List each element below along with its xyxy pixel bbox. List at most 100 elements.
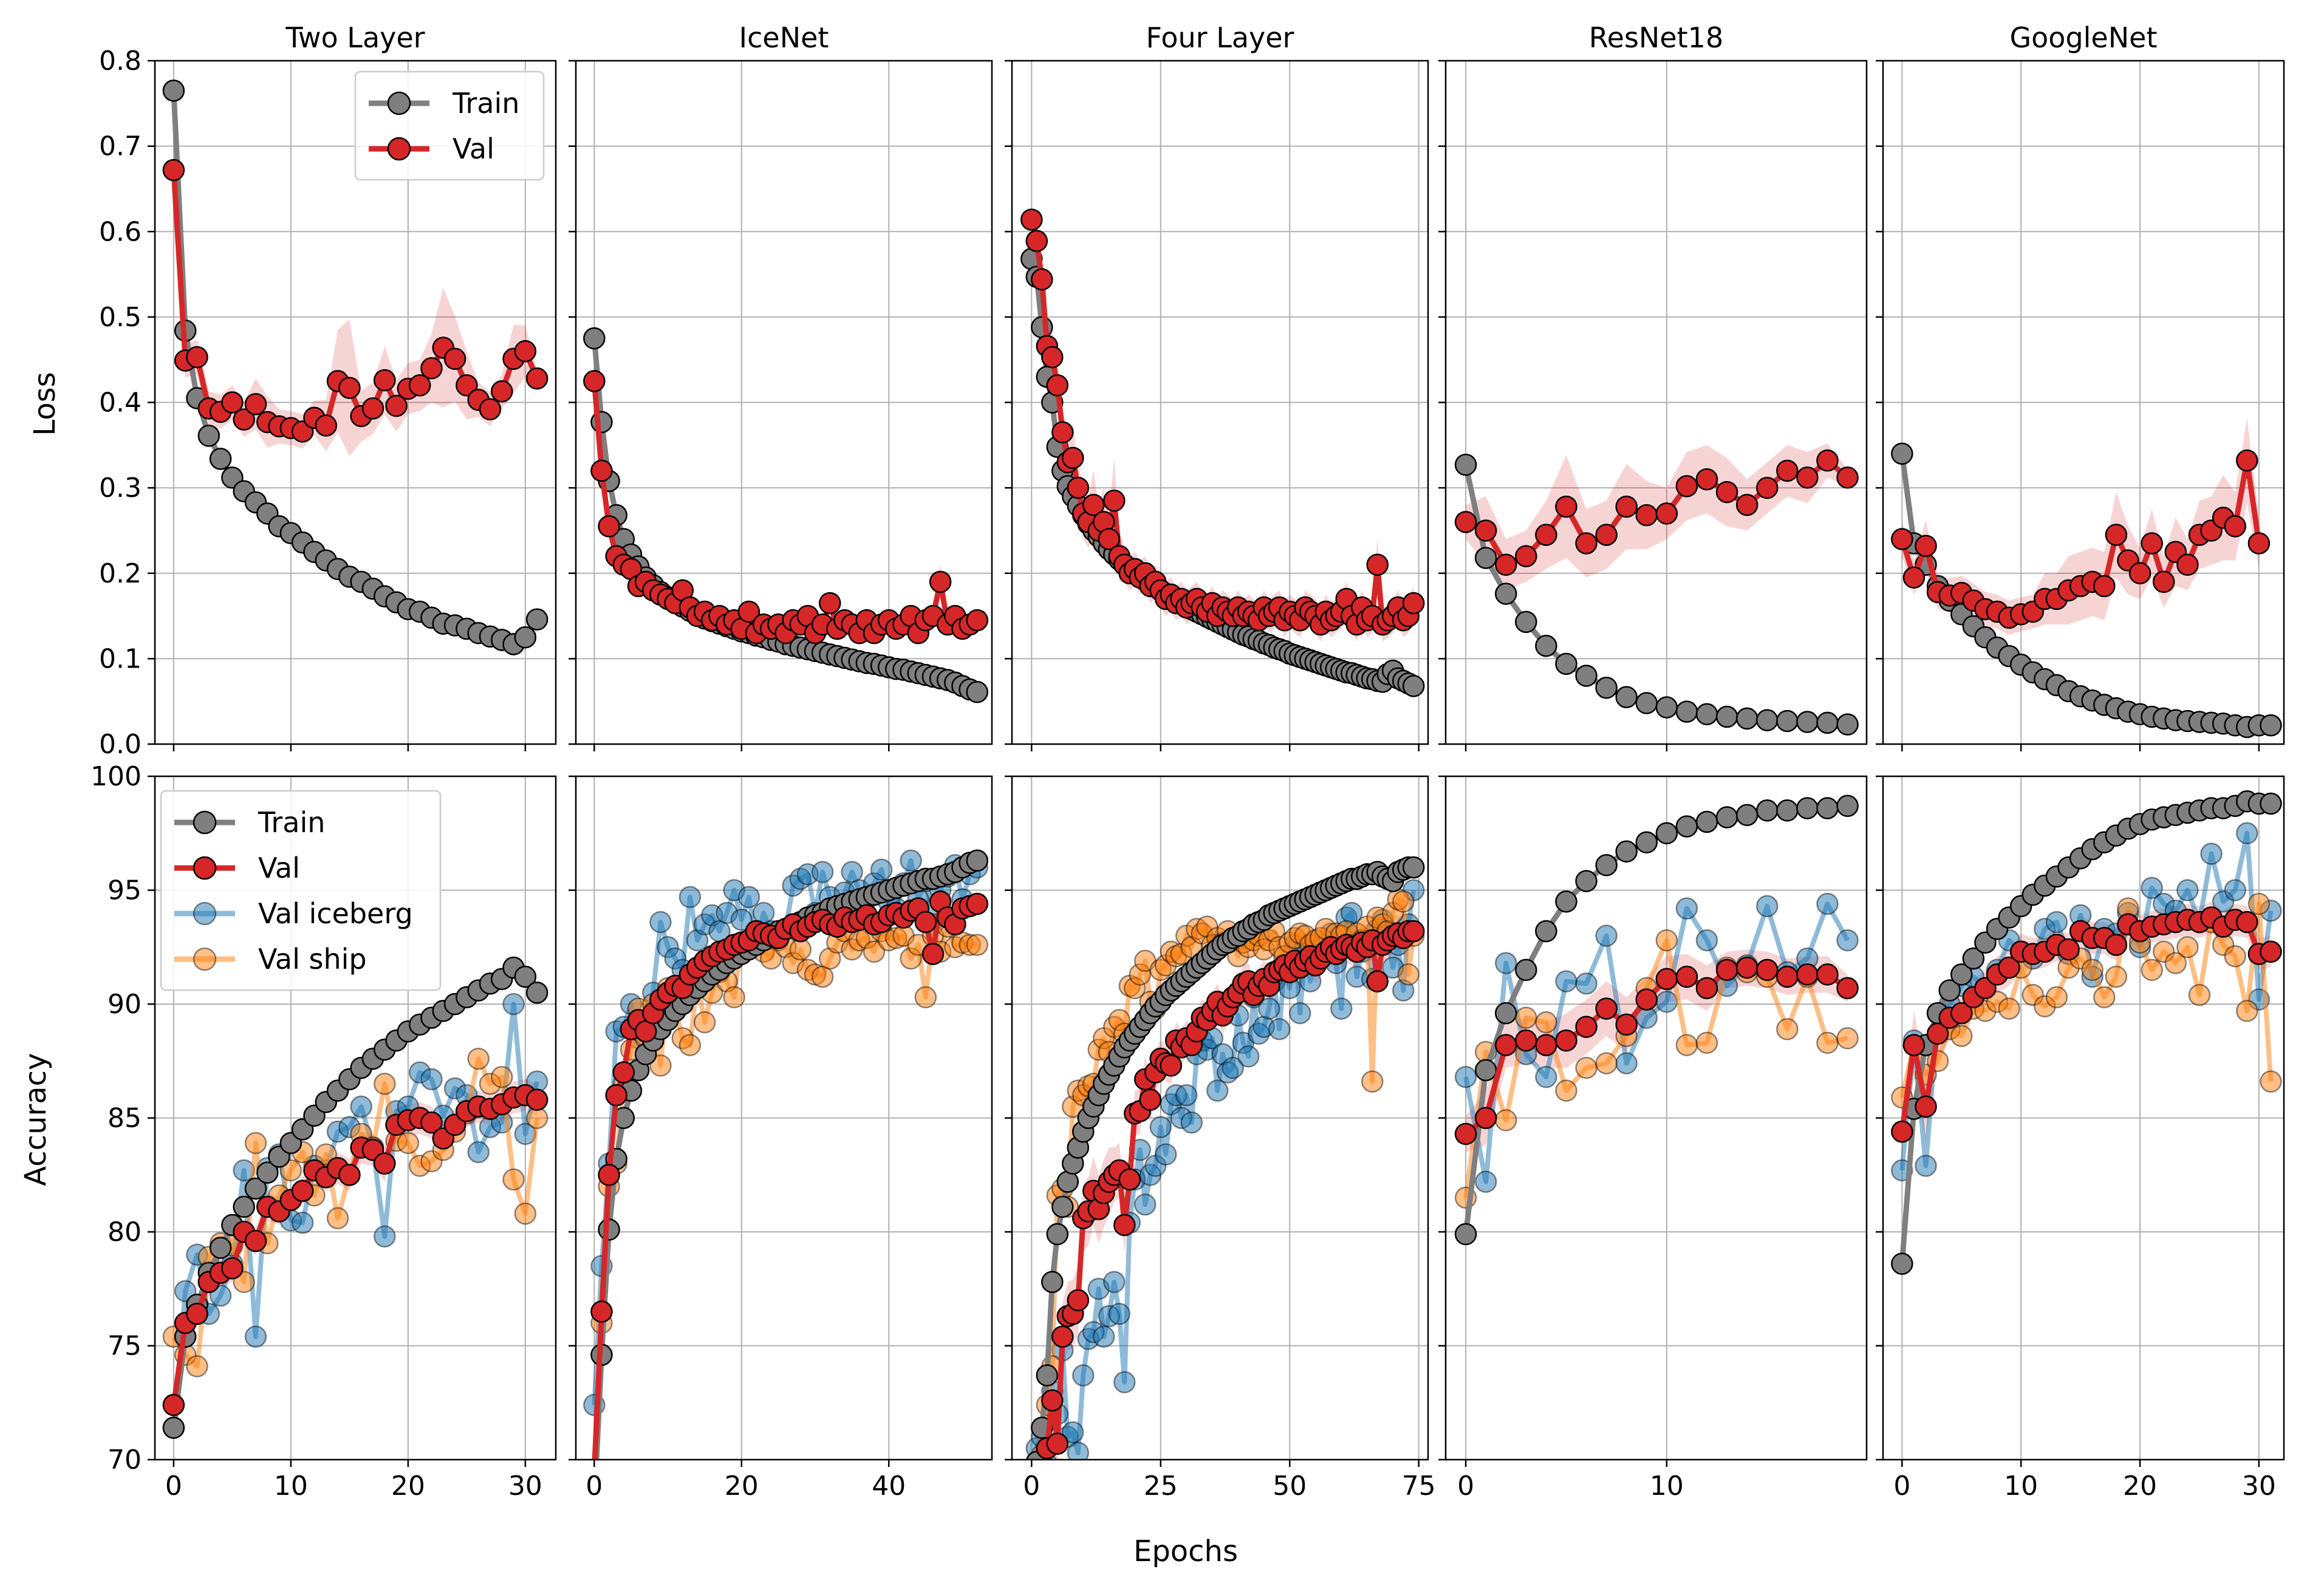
point-train <box>1615 686 1638 708</box>
point-train <box>1675 700 1698 723</box>
point-val-ship <box>2224 945 2246 968</box>
x-tick-label: 0 <box>1457 1471 1474 1502</box>
point-val <box>443 347 467 371</box>
y-tick-label: 0.3 <box>99 473 142 504</box>
point-train <box>1796 797 1819 819</box>
point-train <box>1836 795 1859 817</box>
panel-loss-resnet18: ResNet18 <box>1438 21 1868 751</box>
y-tick-label: 75 <box>108 1331 142 1362</box>
point-val-iceberg <box>1595 925 1618 947</box>
point-val <box>338 1164 361 1186</box>
point-train <box>1474 1059 1497 1081</box>
point-val-iceberg <box>244 1325 267 1348</box>
point-val-ship <box>397 1132 420 1154</box>
point-val-ship <box>1675 1034 1698 1056</box>
point-val <box>583 370 606 392</box>
point-train <box>1615 840 1638 863</box>
y-tick-label: 85 <box>108 1103 142 1134</box>
panel-title: GoogleNet <box>2010 21 2158 54</box>
point-val-iceberg <box>1134 1193 1157 1216</box>
point-train <box>1796 711 1819 733</box>
point-val-ship <box>1836 1027 1859 1050</box>
plot-area <box>583 849 989 1460</box>
point-val <box>1635 988 1658 1011</box>
panel-title: IceNet <box>739 21 829 54</box>
point-val <box>1139 1089 1162 1111</box>
point-val-ship <box>2045 986 2068 1008</box>
point-val-iceberg <box>1237 1045 1260 1068</box>
point-val <box>2105 934 2128 956</box>
accuracy-legend: Train Val Val iceberg Val ship <box>160 790 442 991</box>
legend-label-val-ship: Val ship <box>258 943 367 976</box>
point-val-ship <box>2141 959 2163 981</box>
x-tick-label: 0 <box>1023 1471 1040 1502</box>
point-val-ship <box>966 934 989 956</box>
point-val <box>1515 545 1537 567</box>
point-val <box>2128 562 2151 584</box>
point-train <box>966 849 989 872</box>
point-val-ship <box>1776 1018 1799 1041</box>
point-val <box>1950 1002 1973 1025</box>
point-val-iceberg <box>1103 1271 1126 1293</box>
point-val-iceberg <box>1675 897 1698 920</box>
subplot-grid: 0.0 0.1 0.2 0.3 0.4 0.5 0.6 0.7 0.8 Two Layer IceN… <box>91 21 2285 1502</box>
point-train <box>1474 547 1497 569</box>
point-train <box>1695 703 1718 726</box>
point-val <box>1756 476 1779 499</box>
point-val <box>1474 519 1497 542</box>
point-val-iceberg <box>1575 972 1598 995</box>
point-val-iceberg <box>1494 952 1517 974</box>
point-train <box>1031 316 1053 338</box>
point-val-ship <box>2176 936 2199 959</box>
point-val-iceberg <box>1756 895 1779 917</box>
point-val-ship <box>1655 929 1678 952</box>
point-train <box>1715 705 1738 728</box>
point-val <box>1915 535 1937 557</box>
legend-swatch-marker <box>193 810 217 835</box>
point-val <box>1103 489 1126 512</box>
point-val-ship <box>2093 986 2116 1008</box>
point-val <box>1926 1022 1949 1045</box>
point-train <box>1962 947 1985 970</box>
point-val <box>1082 494 1105 516</box>
point-train <box>1776 799 1799 822</box>
point-train <box>1402 856 1425 879</box>
x-tick-label: 25 <box>1144 1471 1178 1502</box>
point-train <box>1036 1364 1059 1387</box>
point-val <box>1041 1389 1064 1412</box>
point-val-iceberg <box>1206 1079 1229 1102</box>
point-val-ship <box>2081 959 2104 981</box>
point-train <box>966 680 989 703</box>
point-val <box>1715 480 1738 504</box>
point-val-iceberg <box>1535 1065 1557 1089</box>
x-tick-label: 10 <box>2004 1471 2038 1502</box>
point-val <box>162 1393 185 1417</box>
x-tick-label: 0 <box>165 1471 182 1502</box>
point-val <box>1366 970 1389 993</box>
point-val <box>590 459 613 482</box>
point-val <box>373 1152 396 1175</box>
point-train <box>209 1237 232 1259</box>
loss-legend: Train Val <box>354 70 545 181</box>
point-val-ship <box>1816 1031 1839 1054</box>
point-val <box>385 394 408 417</box>
point-val-iceberg <box>1454 1065 1477 1089</box>
point-train <box>1891 442 1913 465</box>
legend-box <box>160 790 442 991</box>
point-val-ship <box>1555 1079 1577 1102</box>
y-tick-label: 0.0 <box>99 729 142 760</box>
point-val <box>598 515 620 538</box>
point-val <box>1118 1168 1141 1191</box>
panel-accuracy-googlenet: 0 10 20 30 <box>1876 775 2285 1502</box>
point-val-ship <box>1397 963 1420 986</box>
point-val-iceberg <box>1222 1056 1244 1079</box>
point-val <box>2247 532 2271 555</box>
point-train <box>2260 792 2282 815</box>
point-val <box>914 911 937 934</box>
point-train <box>1454 1223 1477 1245</box>
point-val-ship <box>244 1132 267 1154</box>
point-val <box>373 369 396 392</box>
point-val <box>1635 504 1658 527</box>
point-val <box>221 391 244 414</box>
point-train <box>1950 963 1973 986</box>
